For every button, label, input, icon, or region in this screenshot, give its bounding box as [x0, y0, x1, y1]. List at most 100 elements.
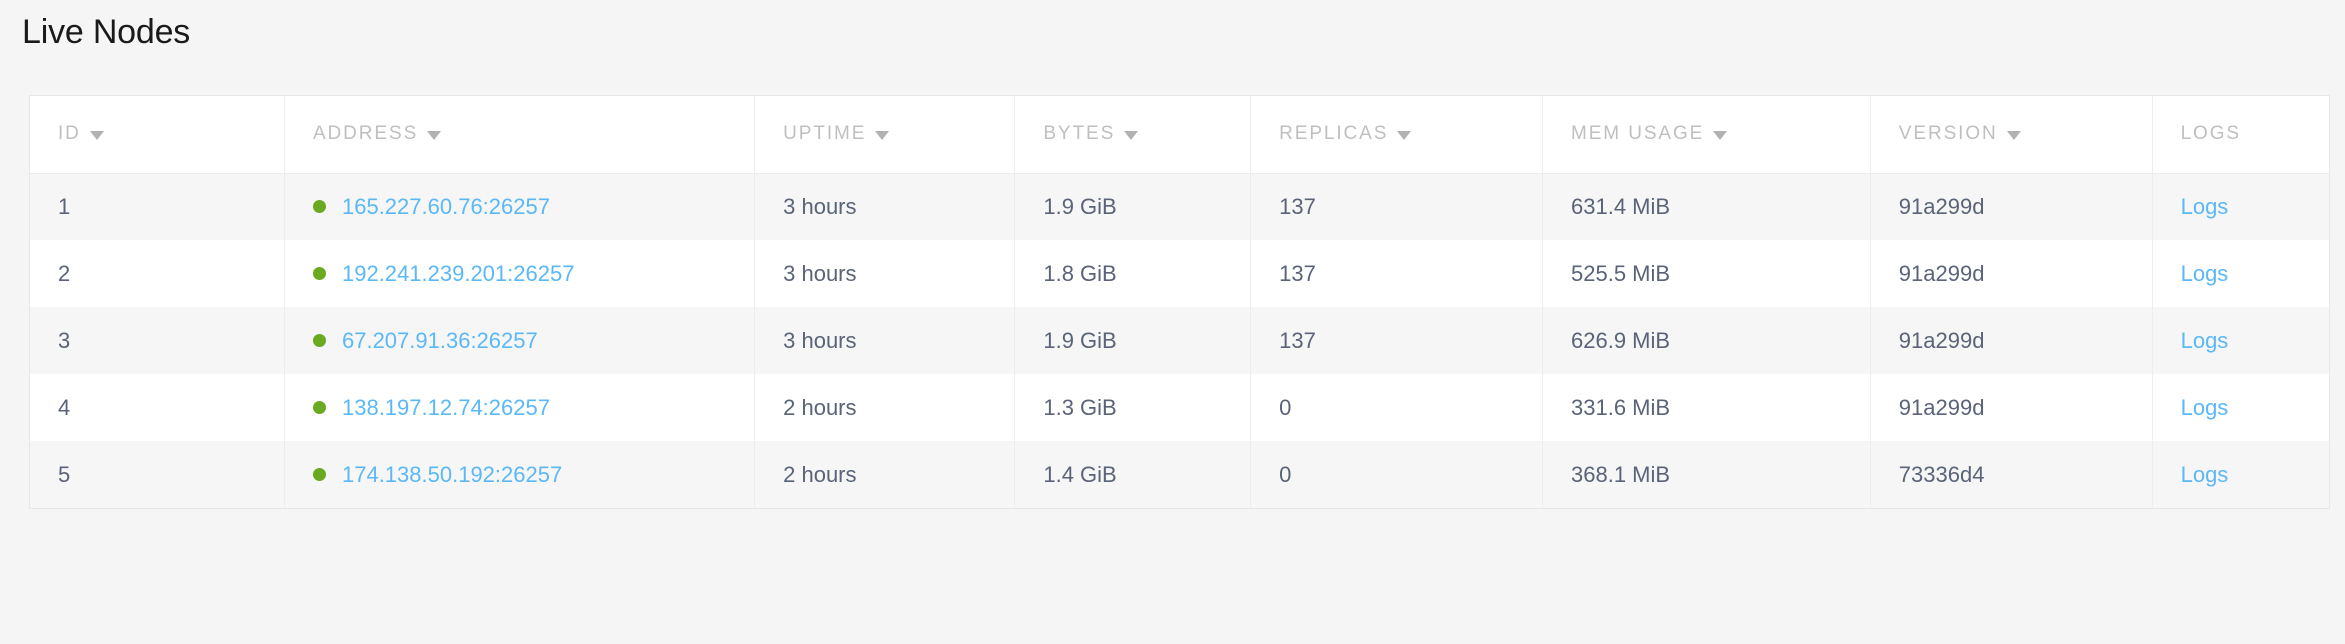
table-header: ID ADDRESS UPTIME BYTES REPLICAS MEM USAGE VER…	[30, 96, 2329, 174]
cell-value-version: 91a299d	[1898, 394, 1985, 420]
cell-value-uptime: 3 hours	[783, 327, 857, 353]
cell-value-bytes: 1.3 GiB	[1043, 394, 1117, 420]
cell-logs: Logs	[2152, 374, 2329, 441]
cell-value-replicas: 137	[1279, 327, 1316, 353]
cell-value-mem: 525.5 MiB	[1571, 260, 1671, 286]
page-title: Live Nodes	[22, 13, 191, 51]
column-header-label: ADDRESS	[312, 123, 419, 145]
column-header-mem[interactable]: MEM USAGE	[1542, 96, 1871, 174]
cell-mem: 631.4 MiB	[1542, 173, 1871, 240]
column-header-label: ID	[58, 123, 81, 145]
column-header-replicas[interactable]: REPLICAS	[1250, 96, 1543, 174]
cell-value-bytes: 1.4 GiB	[1043, 461, 1117, 487]
cell-uptime: 2 hours	[754, 374, 1016, 441]
cell-value-replicas: 137	[1279, 260, 1316, 286]
column-header-address[interactable]: ADDRESS	[284, 96, 756, 174]
cell-value-version: 73336d4	[1898, 461, 1985, 487]
cell-value-version: 91a299d	[1898, 327, 1985, 353]
address-cell: 174.138.50.192:26257	[312, 461, 754, 488]
cell-value-replicas: 0	[1279, 394, 1292, 420]
cell-value-bytes: 1.8 GiB	[1043, 260, 1117, 286]
table-row: 2 192.241.239.201:26257 3 hours 1.8 GiB 137 5…	[30, 240, 2329, 307]
cell-replicas: 0	[1250, 441, 1543, 508]
column-header-inner: BYTES	[1043, 123, 1139, 145]
logs-link[interactable]: Logs	[2180, 394, 2229, 420]
table-header-row: ID ADDRESS UPTIME BYTES REPLICAS MEM USAGE VER…	[30, 96, 2329, 174]
cell-replicas: 0	[1250, 374, 1543, 441]
chevron-down-icon[interactable]	[1713, 130, 1728, 140]
logs-link[interactable]: Logs	[2180, 327, 2229, 353]
cell-value-version: 91a299d	[1898, 193, 1985, 219]
chevron-down-icon[interactable]	[875, 130, 890, 140]
cell-value-id: 5	[58, 461, 71, 487]
cell-bytes: 1.3 GiB	[1014, 374, 1252, 441]
column-header-inner: ADDRESS	[312, 123, 442, 145]
cell-replicas: 137	[1250, 240, 1543, 307]
cell-mem: 525.5 MiB	[1542, 240, 1871, 307]
column-header-inner: REPLICAS	[1279, 123, 1412, 145]
column-header-uptime[interactable]: UPTIME	[754, 96, 1016, 174]
cell-logs: Logs	[2152, 441, 2329, 508]
node-address-link[interactable]: 192.241.239.201:26257	[341, 260, 575, 286]
column-header-label: MEM USAGE	[1571, 123, 1705, 145]
cell-logs: Logs	[2152, 240, 2329, 307]
cell-value-mem: 331.6 MiB	[1571, 394, 1671, 420]
cell-value-uptime: 3 hours	[783, 260, 857, 286]
cell-value-mem: 626.9 MiB	[1571, 327, 1671, 353]
cell-id: 1	[30, 173, 285, 240]
cell-value-version: 91a299d	[1898, 260, 1985, 286]
chevron-down-icon[interactable]	[89, 130, 104, 140]
column-header-inner: VERSION	[1899, 123, 2021, 145]
chevron-down-icon[interactable]	[427, 130, 442, 140]
column-header-inner: MEM USAGE	[1571, 123, 1728, 145]
address-cell: 67.207.91.36:26257	[312, 327, 754, 354]
cell-address: 67.207.91.36:26257	[284, 307, 756, 374]
address-cell: 165.227.60.76:26257	[312, 193, 754, 220]
node-address-link[interactable]: 138.197.12.74:26257	[341, 394, 550, 420]
cell-bytes: 1.4 GiB	[1014, 441, 1252, 508]
cell-replicas: 137	[1250, 173, 1543, 240]
cell-version: 91a299d	[1870, 173, 2153, 240]
cell-uptime: 3 hours	[754, 240, 1016, 307]
cell-mem: 331.6 MiB	[1542, 374, 1871, 441]
cell-value-id: 3	[58, 327, 71, 353]
node-address-link[interactable]: 165.227.60.76:26257	[341, 193, 550, 219]
node-address-link[interactable]: 174.138.50.192:26257	[341, 461, 563, 487]
cell-bytes: 1.9 GiB	[1014, 307, 1252, 374]
cell-value-id: 1	[58, 193, 71, 219]
column-header-label: LOGS	[2180, 123, 2241, 145]
chevron-down-icon[interactable]	[2006, 130, 2021, 140]
logs-link[interactable]: Logs	[2180, 193, 2229, 219]
column-header-inner: UPTIME	[783, 123, 890, 145]
table-row: 3 67.207.91.36:26257 3 hours 1.9 GiB 137 626.…	[30, 307, 2329, 374]
cell-version: 91a299d	[1870, 374, 2153, 441]
cell-value-uptime: 3 hours	[783, 193, 857, 219]
column-header-version[interactable]: VERSION	[1870, 96, 2153, 174]
status-dot-icon	[312, 334, 326, 347]
column-header-logs: LOGS	[2152, 96, 2329, 174]
column-header-id[interactable]: ID	[30, 96, 285, 174]
cell-value-bytes: 1.9 GiB	[1043, 327, 1117, 353]
column-header-label: VERSION	[1898, 123, 1998, 145]
cell-address: 192.241.239.201:26257	[284, 240, 756, 307]
cell-value-replicas: 0	[1279, 461, 1292, 487]
logs-link[interactable]: Logs	[2180, 260, 2229, 286]
cell-value-id: 4	[58, 394, 71, 420]
cell-bytes: 1.9 GiB	[1014, 173, 1252, 240]
cell-mem: 368.1 MiB	[1542, 441, 1871, 508]
cell-id: 5	[30, 441, 285, 508]
address-cell: 138.197.12.74:26257	[312, 394, 754, 421]
node-address-link[interactable]: 67.207.91.36:26257	[341, 327, 538, 353]
table-row: 1 165.227.60.76:26257 3 hours 1.9 GiB 137 631…	[30, 173, 2329, 240]
column-header-label: UPTIME	[783, 123, 867, 145]
cell-value-replicas: 137	[1279, 193, 1316, 219]
chevron-down-icon[interactable]	[1124, 130, 1139, 140]
cell-value-uptime: 2 hours	[783, 461, 857, 487]
logs-link[interactable]: Logs	[2180, 461, 2229, 487]
chevron-down-icon[interactable]	[1397, 130, 1412, 140]
cell-version: 91a299d	[1870, 307, 2153, 374]
table-row: 4 138.197.12.74:26257 2 hours 1.3 GiB 0 331.6…	[30, 374, 2329, 441]
cell-uptime: 3 hours	[754, 307, 1016, 374]
column-header-bytes[interactable]: BYTES	[1014, 96, 1252, 174]
